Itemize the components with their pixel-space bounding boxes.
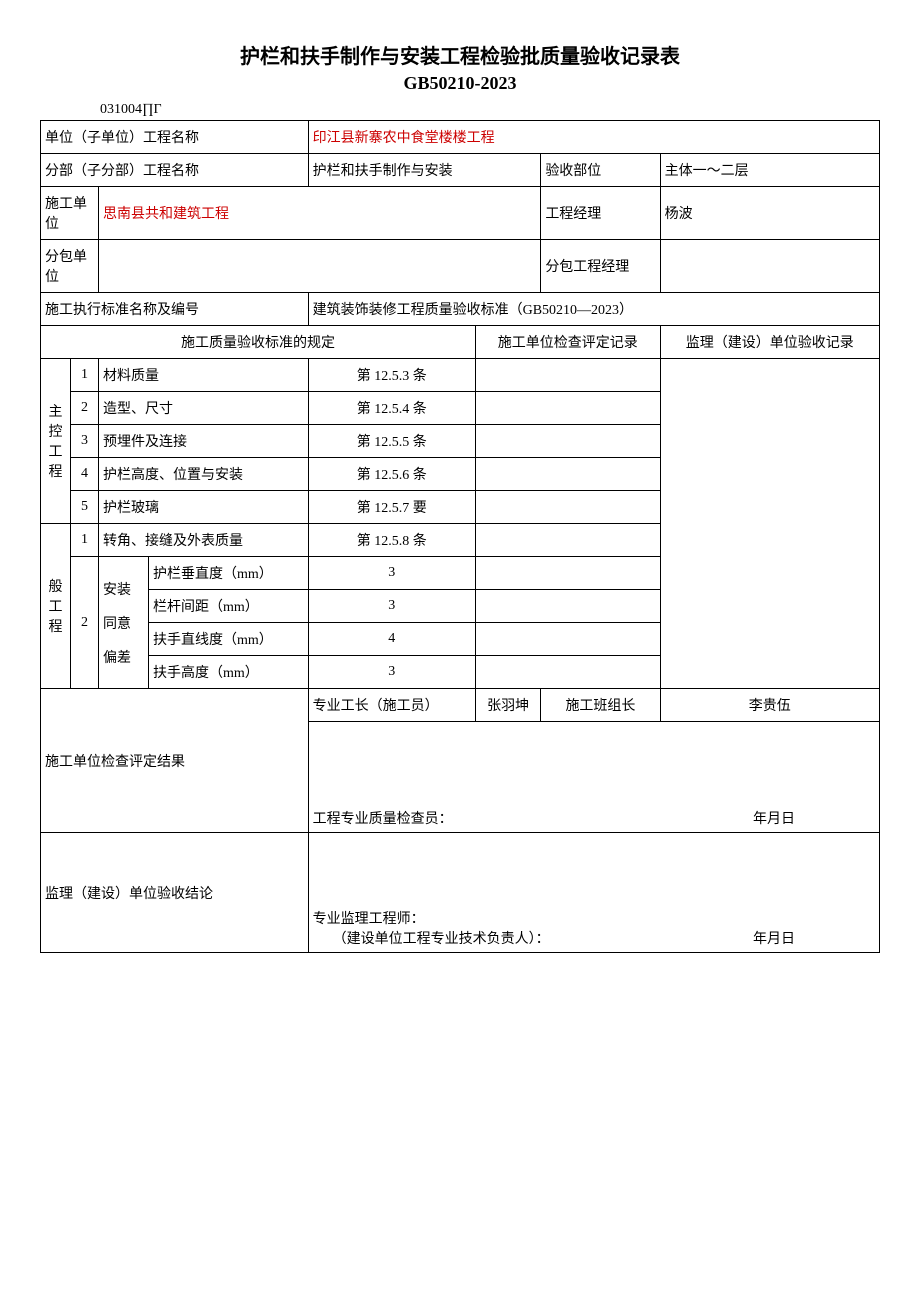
construction-unit-row: 施工单位 思南县共和建筑工程 工程经理 杨波 xyxy=(41,187,880,240)
general-section-label: 般工程 xyxy=(41,524,71,689)
mc-record-1 xyxy=(475,359,660,392)
gen-num-2: 2 xyxy=(71,557,99,689)
mc-name-1: 材料质量 xyxy=(99,359,309,392)
mc-clause-1: 第 12.5.3 条 xyxy=(308,359,475,392)
measure-name-4: 扶手高度（mm） xyxy=(149,656,309,689)
standard-value: 建筑装饰装修工程质量验收标准（GB50210—2023） xyxy=(308,293,879,326)
foreman-value: 张羽坤 xyxy=(475,689,540,722)
supervision-record-cell xyxy=(660,359,879,689)
construction-unit-value: 思南县共和建筑工程 xyxy=(99,187,541,240)
unit-project-value: 印江县新寨农中食堂楼楼工程 xyxy=(308,121,879,154)
mc-clause-2: 第 12.5.4 条 xyxy=(308,392,475,425)
measure-value-3: 4 xyxy=(308,623,475,656)
main-control-row-1: 主控工程 1 材料质量 第 12.5.3 条 xyxy=(41,359,880,392)
mc-name-3: 预埋件及连接 xyxy=(99,425,309,458)
column-headers-row: 施工质量验收标准的规定 施工单位检查评定记录 监理（建设）单位验收记录 xyxy=(41,326,880,359)
gen-name-1: 转角、接缝及外表质量 xyxy=(99,524,309,557)
construction-unit-label: 施工单位 xyxy=(41,187,99,240)
sub-pm-value xyxy=(660,240,879,293)
foreman-label: 专业工长（施工员） xyxy=(308,689,475,722)
agree-label: 同意 xyxy=(103,613,144,633)
supervision-engineer-block: 专业监理工程师： （建设单位工程专业技术负责人）： 年月日 xyxy=(309,904,879,952)
supervision-record-header: 监理（建设）单位验收记录 xyxy=(660,326,879,359)
gen-num-1: 1 xyxy=(71,524,99,557)
mc-clause-3: 第 12.5.5 条 xyxy=(308,425,475,458)
mc-num-4: 4 xyxy=(71,458,99,491)
page-title: 护栏和扶手制作与安装工程检验批质量验收记录表 xyxy=(40,40,880,69)
foreman-row: 施工单位检查评定结果 专业工长（施工员） 张羽坤 施工班组长 李贵伍 xyxy=(41,689,880,722)
inspection-record-header: 施工单位检查评定记录 xyxy=(475,326,660,359)
acceptance-part-label: 验收部位 xyxy=(541,154,660,187)
mc-name-2: 造型、尺寸 xyxy=(99,392,309,425)
measure-name-2: 栏杆间距（mm） xyxy=(149,590,309,623)
measure-record-1 xyxy=(475,557,660,590)
project-manager-value: 杨波 xyxy=(660,187,879,240)
deviation-label: 偏差 xyxy=(103,647,144,667)
supervision-conclusion-label: 监理（建设）单位验收结论 xyxy=(41,833,309,953)
sub-pm-label: 分包工程经理 xyxy=(541,240,660,293)
sub-project-label: 分部（子分部）工程名称 xyxy=(41,154,309,187)
gen-record-1 xyxy=(475,524,660,557)
subcontractor-label: 分包单位 xyxy=(41,240,99,293)
measure-value-1: 3 xyxy=(308,557,475,590)
sub-project-row: 分部（子分部）工程名称 护栏和扶手制作与安装 验收部位 主体一～二层 xyxy=(41,154,880,187)
measure-value-4: 3 xyxy=(308,656,475,689)
mc-record-5 xyxy=(475,491,660,524)
construction-result-label: 施工单位检查评定结果 xyxy=(41,689,309,833)
mc-num-3: 3 xyxy=(71,425,99,458)
measure-record-3 xyxy=(475,623,660,656)
mc-num-1: 1 xyxy=(71,359,99,392)
construction-tech-leader-label: （建设单位工程专业技术负责人）： xyxy=(333,932,550,947)
mc-record-2 xyxy=(475,392,660,425)
sub-project-value: 护栏和扶手制作与安装 xyxy=(308,154,541,187)
subcontractor-row: 分包单位 分包工程经理 xyxy=(41,240,880,293)
install-agree-deviation: 安装 同意 偏差 xyxy=(99,557,149,689)
measure-name-1: 护栏垂直度（mm） xyxy=(149,557,309,590)
standard-row: 施工执行标准名称及编号 建筑装饰装修工程质量验收标准（GB50210—2023） xyxy=(41,293,880,326)
acceptance-part-value: 主体一～二层 xyxy=(660,154,879,187)
form-code: 031004∏Γ xyxy=(100,102,880,118)
standard-label: 施工执行标准名称及编号 xyxy=(41,293,309,326)
mc-num-5: 5 xyxy=(71,491,99,524)
quality-inspector-block: 工程专业质量检查员： 年月日 xyxy=(309,722,879,832)
mc-num-2: 2 xyxy=(71,392,99,425)
date-label-1: 年月日 xyxy=(753,808,795,828)
supervision-engineer-label: 专业监理工程师： xyxy=(313,908,875,928)
inspection-form-table: 单位（子单位）工程名称 印江县新寨农中食堂楼楼工程 分部（子分部）工程名称 护栏… xyxy=(40,120,880,953)
mc-name-4: 护栏高度、位置与安装 xyxy=(99,458,309,491)
measure-value-2: 3 xyxy=(308,590,475,623)
supervision-conclusion-row: 监理（建设）单位验收结论 专业监理工程师： （建设单位工程专业技术负责人）： 年… xyxy=(41,833,880,953)
date-label-2: 年月日 xyxy=(753,928,795,948)
mc-record-3 xyxy=(475,425,660,458)
gen-clause-1: 第 12.5.8 条 xyxy=(308,524,475,557)
mc-name-5: 护栏玻璃 xyxy=(99,491,309,524)
mc-record-4 xyxy=(475,458,660,491)
quality-inspector-label: 工程专业质量检查员： xyxy=(313,812,453,827)
measure-name-3: 扶手直线度（mm） xyxy=(149,623,309,656)
measure-record-4 xyxy=(475,656,660,689)
unit-project-label: 单位（子单位）工程名称 xyxy=(41,121,309,154)
team-leader-value: 李贵伍 xyxy=(660,689,879,722)
main-control-section-label: 主控工程 xyxy=(41,359,71,524)
unit-project-row: 单位（子单位）工程名称 印江县新寨农中食堂楼楼工程 xyxy=(41,121,880,154)
quality-standard-header: 施工质量验收标准的规定 xyxy=(41,326,476,359)
install-label: 安装 xyxy=(103,579,144,599)
project-manager-label: 工程经理 xyxy=(541,187,660,240)
mc-clause-5: 第 12.5.7 要 xyxy=(308,491,475,524)
page-subtitle: GB50210-2023 xyxy=(40,73,880,94)
measure-record-2 xyxy=(475,590,660,623)
subcontractor-value xyxy=(99,240,541,293)
team-leader-label: 施工班组长 xyxy=(541,689,660,722)
mc-clause-4: 第 12.5.6 条 xyxy=(308,458,475,491)
